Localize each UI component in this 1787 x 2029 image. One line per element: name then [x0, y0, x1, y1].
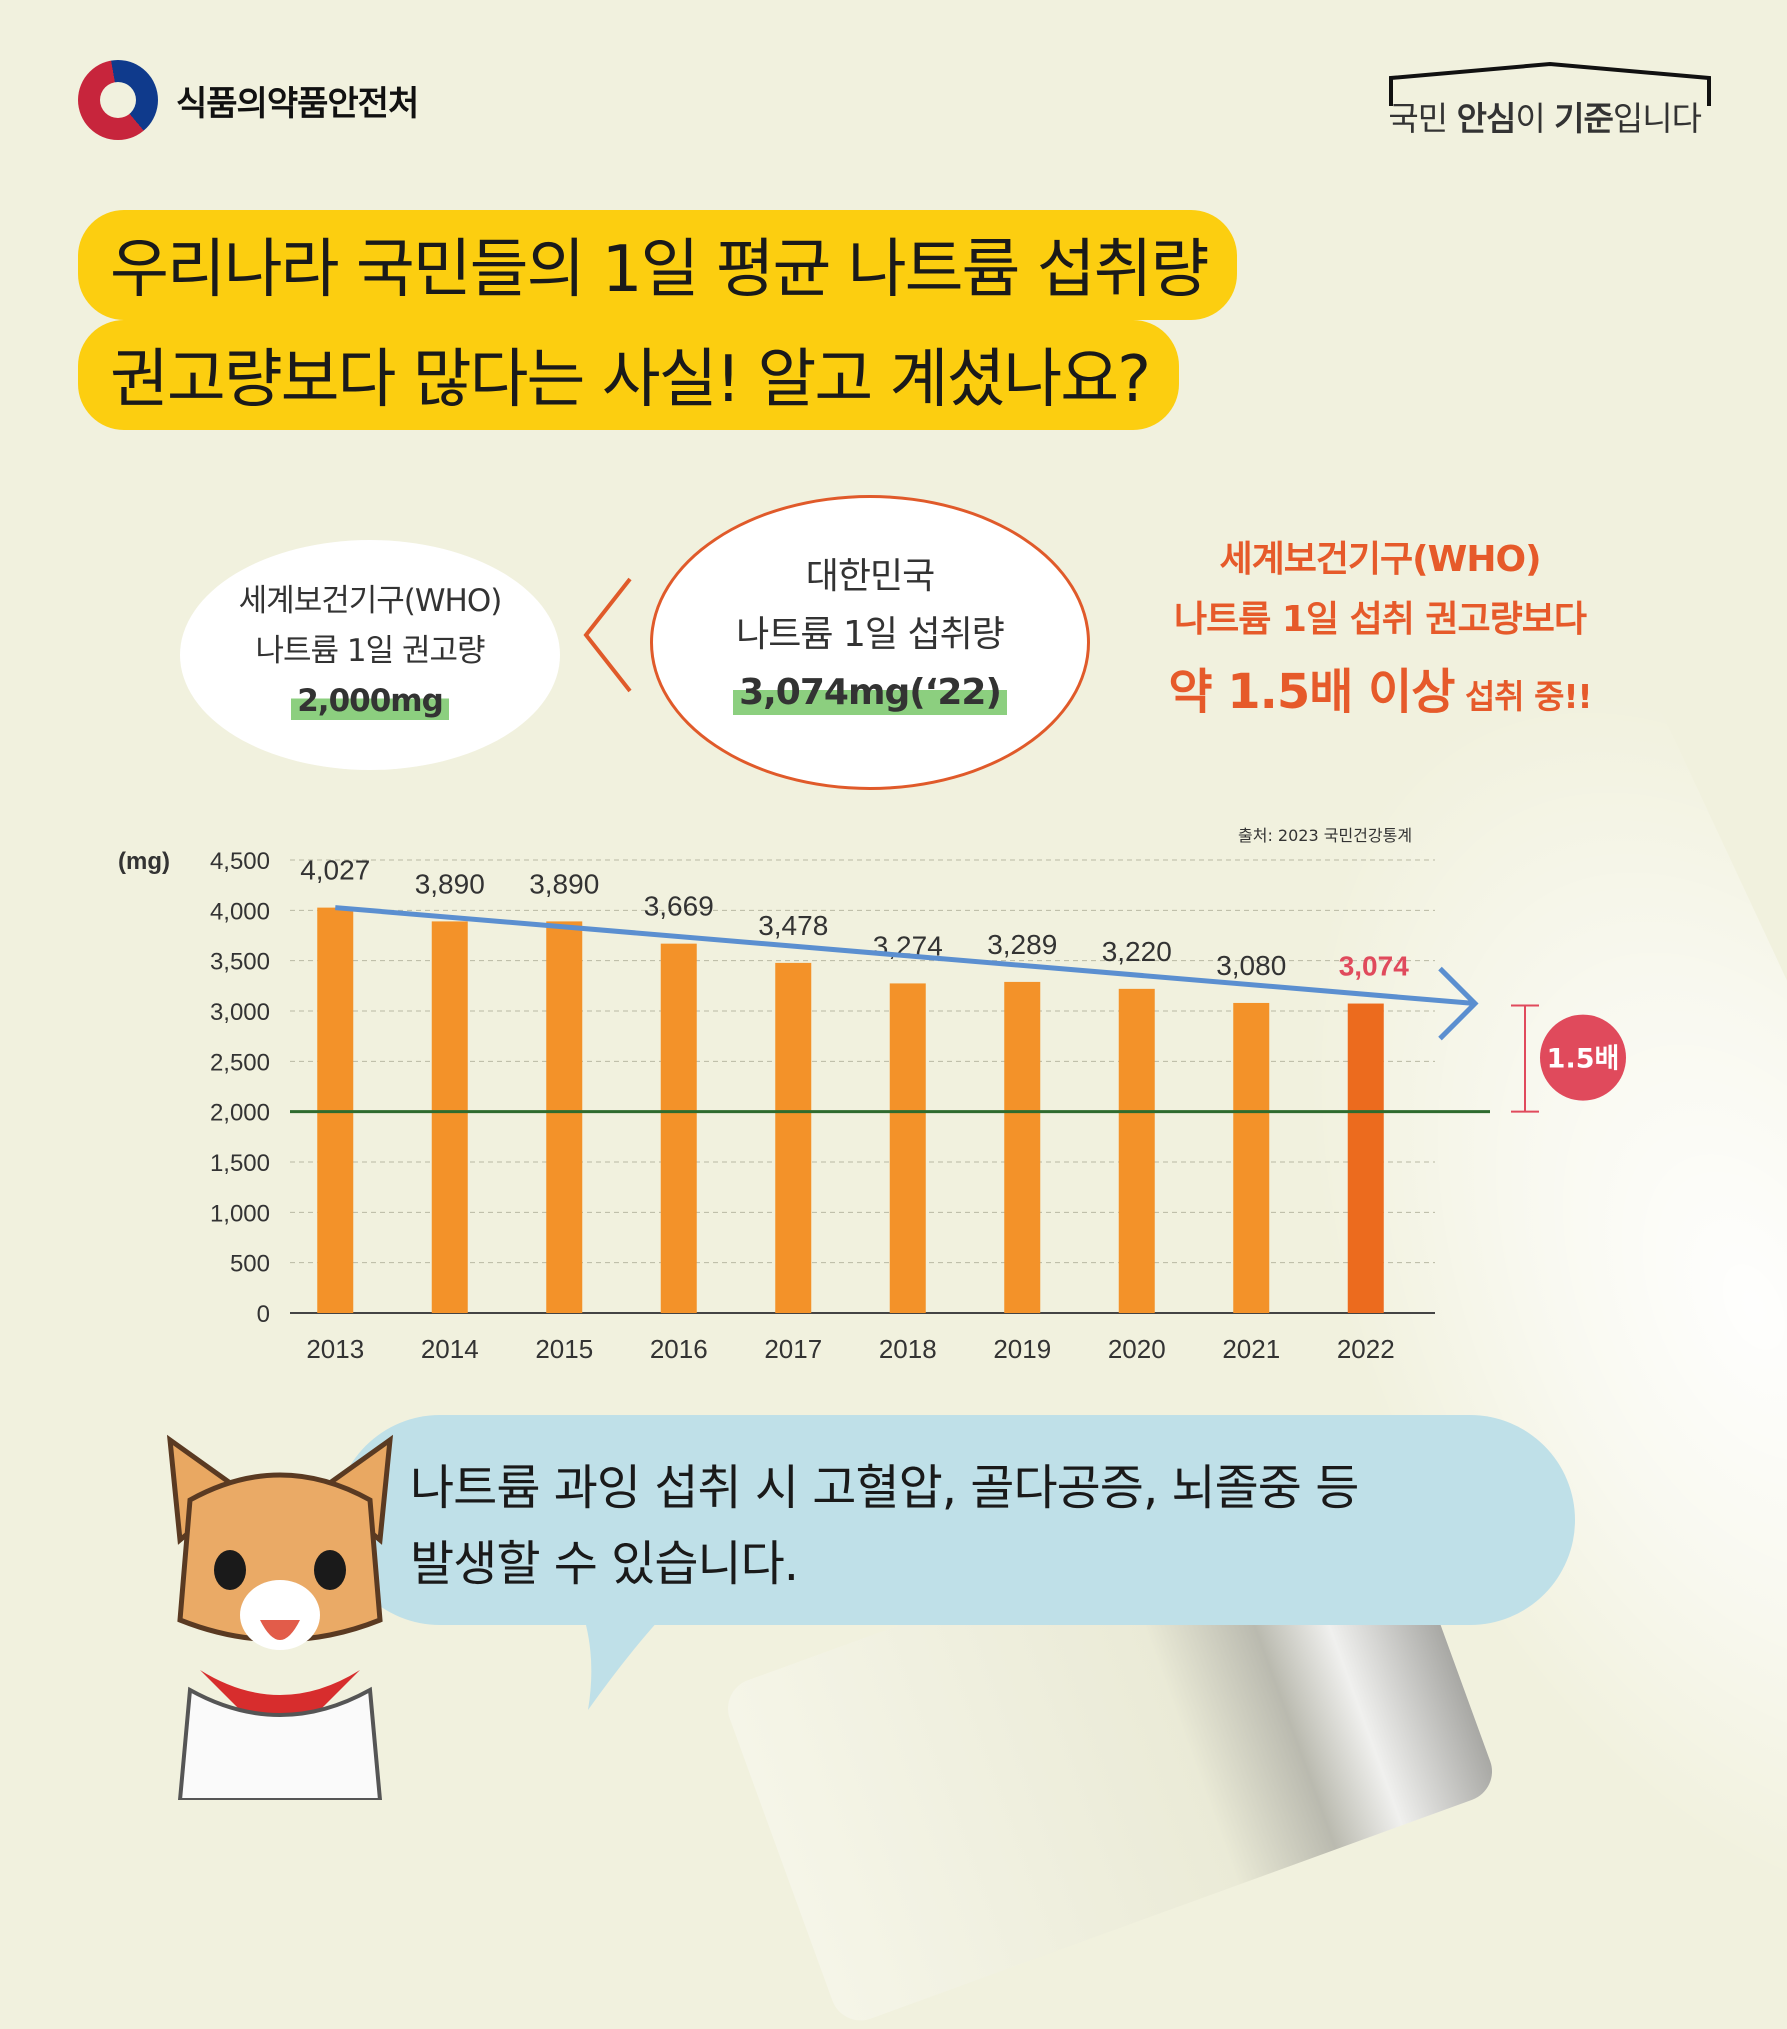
bar-2020	[1118, 988, 1155, 1313]
taegeuk-logo-icon	[78, 60, 158, 140]
value-label-2016: 3,669	[644, 891, 714, 922]
x-tick-label-2016: 2016	[650, 1334, 708, 1364]
bar-2018	[889, 983, 926, 1313]
dog-mascot-illustration	[166, 1434, 394, 1800]
bar-2022	[1347, 1003, 1384, 1313]
slogan: 국민 안심이 기준입니다	[1388, 99, 1702, 138]
x-tick-label-2017: 2017	[764, 1334, 822, 1364]
x-tick-label-2021: 2021	[1222, 1334, 1280, 1364]
less-than-icon	[583, 577, 632, 693]
bar-2014	[431, 921, 468, 1313]
korea-bubble-line2: 나트륨 1일 섭취량	[736, 614, 1005, 655]
org-name: 식품의약품안전처	[176, 83, 419, 124]
speech-bubble	[335, 1415, 1575, 1625]
headline-line-1: 우리나라 국민들의 1일 평균 나트륨 섭취량	[78, 210, 1238, 320]
y-tick-label: 3,500	[210, 949, 270, 976]
y-tick-label: 1,000	[210, 1200, 270, 1227]
y-tick-label: 1,500	[210, 1150, 270, 1177]
speech-line1: 나트륨 과잉 섭취 시 고혈압, 골다공증, 뇌졸중 등	[410, 1460, 1359, 1516]
speech-bubble-tail	[578, 1600, 678, 1710]
who-note-line1: 세계보건기구(WHO)	[1219, 539, 1541, 580]
trend-line	[335, 905, 1476, 1007]
who-note-line2: 나트륨 1일 섭취 권고량보다	[1174, 599, 1587, 640]
x-tick-label-2019: 2019	[993, 1334, 1051, 1364]
x-tick-label-2020: 2020	[1108, 1334, 1166, 1364]
x-tick-label-2015: 2015	[535, 1334, 593, 1364]
who-bubble-value: 2,000mg	[291, 676, 449, 726]
y-tick-label: 3,000	[210, 999, 270, 1026]
x-tick-label-2022: 2022	[1337, 1334, 1395, 1364]
ratio-badge-label: 1.5배	[1547, 1044, 1620, 1075]
value-label-2021: 3,080	[1216, 950, 1286, 981]
x-tick-label-2018: 2018	[879, 1334, 937, 1364]
bar-2017	[775, 962, 812, 1313]
y-tick-label: 2,500	[210, 1049, 270, 1076]
headline-line-2: 권고량보다 많다는 사실! 알고 계셨나요?	[78, 320, 1180, 430]
trend-arrow-head	[1438, 966, 1479, 1041]
value-label-2020: 3,220	[1102, 936, 1172, 967]
who-bubble-line2: 나트륨 1일 권고량	[255, 633, 485, 669]
who-bubble-line1: 세계보건기구(WHO)	[238, 583, 503, 619]
y-tick-label: 2,000	[210, 1100, 270, 1127]
who-recommendation-bubble: 세계보건기구(WHO) 나트륨 1일 권고량 2,000mg	[180, 540, 560, 770]
speech-text: 나트륨 과잉 섭취 시 고혈압, 골다공증, 뇌졸중 등 발생할 수 있습니다.	[410, 1450, 1359, 1602]
y-tick-label: 500	[230, 1251, 270, 1278]
bar-2019	[1004, 981, 1041, 1313]
y-tick-label: 0	[257, 1301, 270, 1328]
korea-bubble-value: 3,074mg(‘22)	[733, 664, 1007, 722]
bar-2021	[1233, 1002, 1270, 1313]
x-tick-label-2013: 2013	[306, 1334, 364, 1364]
x-tick-label-2014: 2014	[421, 1334, 479, 1364]
who-comparison-note: 세계보건기구(WHO) 나트륨 1일 섭취 권고량보다 약 1.5배 이상 섭취…	[1080, 530, 1680, 722]
value-label-2015: 3,890	[529, 868, 599, 899]
org-logo: 식품의약품안전처	[78, 60, 419, 140]
chart-source: 출처: 2023 국민건강통계	[1238, 826, 1413, 845]
korea-bubble-line1: 대한민국	[805, 556, 935, 597]
bar-2016	[660, 943, 697, 1313]
y-axis-label: (mg)	[118, 848, 170, 875]
value-label-2022: 3,074	[1339, 951, 1409, 982]
korea-intake-bubble: 대한민국 나트륨 1일 섭취량 3,074mg(‘22)	[650, 495, 1090, 790]
value-label-2014: 3,890	[415, 868, 485, 899]
ratio-badge	[1540, 1014, 1626, 1101]
y-tick-label: 4,000	[210, 898, 270, 925]
y-tick-label: 4,500	[210, 848, 270, 875]
value-label-2013: 4,027	[300, 855, 370, 886]
speech-line2: 발생할 수 있습니다.	[410, 1536, 799, 1592]
sodium-intake-bar-chart: 0 500 1,000 1,500 2,000 2,500 3,000 3,500 4,000 4…	[118, 848, 1626, 1364]
slogan-roof-icon	[1389, 61, 1711, 106]
value-label-2019: 3,289	[987, 929, 1057, 960]
value-label-2017: 3,478	[758, 910, 828, 941]
bar-2015	[546, 921, 583, 1313]
who-note-emphasis: 약 1.5배 이상 섭취 중!!	[1168, 664, 1592, 720]
